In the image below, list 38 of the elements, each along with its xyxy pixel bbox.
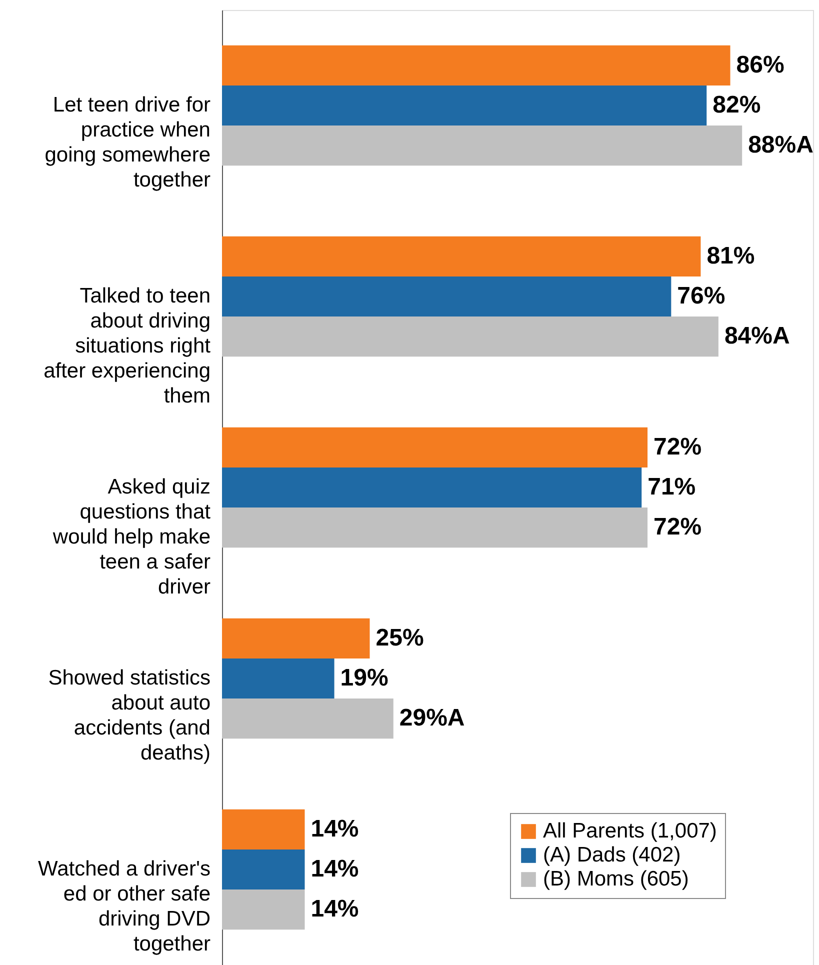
data-label: 25% — [376, 624, 424, 652]
data-label: 71% — [648, 474, 696, 500]
bar — [222, 618, 370, 658]
bar — [222, 849, 305, 890]
legend-label: (B) Moms (605) — [543, 868, 689, 890]
legend-label: (A) Dads (402) — [543, 844, 681, 866]
data-label: 19% — [340, 664, 388, 692]
data-label: 72% — [654, 433, 702, 460]
bar — [222, 316, 718, 357]
data-label: 82% — [712, 92, 761, 118]
bar — [222, 890, 305, 930]
data-label: 14% — [310, 856, 359, 882]
y-tick-label: Talked to teen about driving situations right after experiencing them — [44, 284, 211, 408]
y-tick-label: Let teen drive for practice when going somewhere together — [44, 94, 211, 192]
bar — [222, 427, 648, 468]
bar — [222, 126, 742, 166]
data-label: 14% — [310, 815, 359, 842]
bar — [222, 467, 642, 508]
data-label: 88%A — [748, 132, 814, 159]
bar — [222, 508, 648, 548]
bar — [222, 236, 701, 276]
bar — [222, 85, 707, 126]
bar — [222, 698, 394, 739]
legend-label: All Parents (1,007) — [543, 820, 717, 842]
bar — [222, 45, 730, 86]
bar — [222, 658, 334, 699]
data-label: 86% — [736, 51, 784, 78]
data-label: 72% — [654, 514, 702, 541]
data-label: 84%A — [724, 322, 790, 350]
data-label: 81% — [706, 242, 755, 270]
data-label: 76% — [677, 282, 726, 310]
y-tick-label: Showed statistics about auto accidents (and deaths) — [48, 666, 210, 764]
bar — [222, 809, 305, 850]
y-tick-label: Watched a driver's ed or other safe driving DVD together — [38, 858, 210, 956]
data-label: 29%A — [399, 704, 465, 732]
data-label: 14% — [310, 896, 359, 923]
bar — [222, 276, 672, 317]
y-tick-label: Asked quiz questions that would help make teen a safer driver — [52, 476, 211, 598]
